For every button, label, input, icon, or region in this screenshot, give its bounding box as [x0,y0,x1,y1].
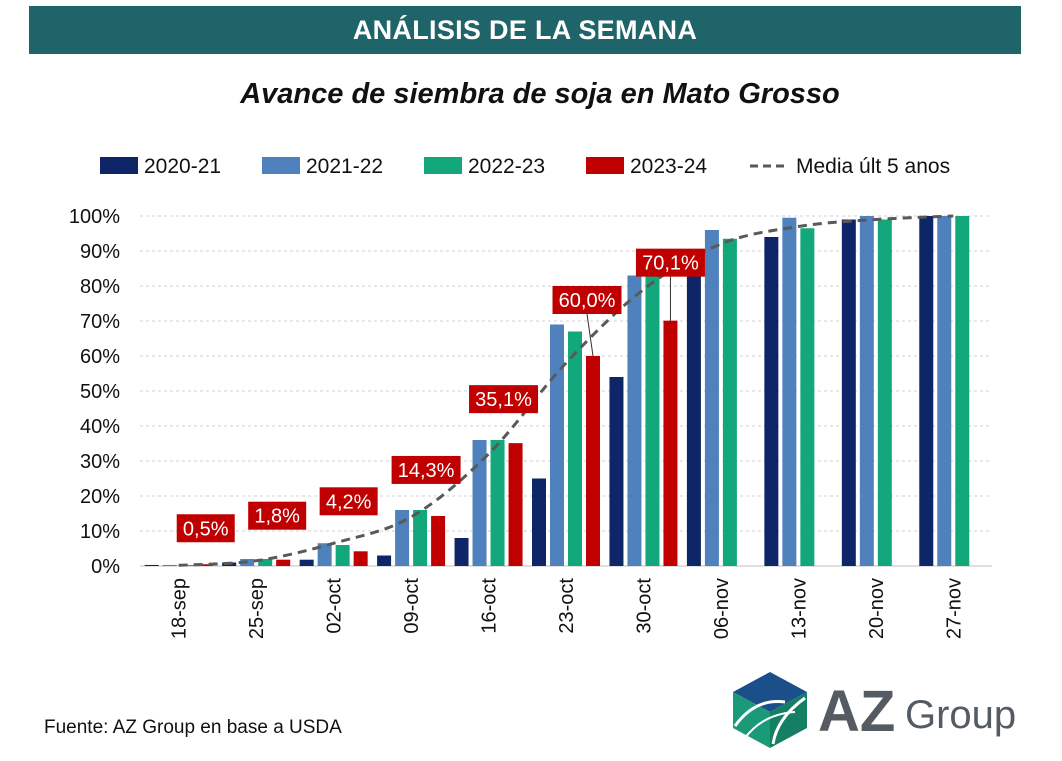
x-tick-label: 20-nov [866,578,888,639]
data-label: 0,5% [183,518,229,540]
bar-2020-21-02-oct [299,559,314,566]
bar-2020-21-30-oct [609,377,624,566]
data-label: 60,0% [559,290,616,312]
y-tick-label: 70% [80,311,120,333]
y-tick-label: 100% [69,206,120,228]
bar-2021-22-13-nov [782,217,797,566]
data-label: 35,1% [475,389,532,411]
y-tick-label: 10% [80,521,120,543]
legend-swatch-2022-23 [424,157,462,174]
x-tick-label: 16-oct [479,578,501,634]
data-label: 14,3% [398,460,455,482]
data-label-box [391,455,461,484]
header-banner: ANÁLISIS DE LA SEMANA [29,6,1021,54]
source-note: Fuente: AZ Group en base a USDA [44,717,342,738]
bar-2020-21-23-oct [532,478,546,566]
x-tick-label: 02-oct [324,578,346,634]
bar-2021-22-16-oct [472,440,487,566]
data-label-box [176,514,235,543]
bar-2021-22-23-oct [550,324,564,566]
bar-2023-24-18-sep [198,564,213,566]
bar-2022-23-25-sep [258,559,273,566]
bar-2022-23-20-nov [877,219,892,566]
x-tick-label: 09-oct [401,578,423,634]
bar-2022-23-27-nov [955,216,970,566]
x-tick-label: 13-nov [788,578,810,639]
data-label-leader [586,313,594,357]
y-tick-label: 50% [80,381,120,403]
y-tick-label: 90% [80,241,120,263]
bar-2021-22-06-nov [704,230,719,566]
y-tick-label: 80% [80,276,120,298]
legend-swatch-2021-22 [262,157,300,174]
data-label: 4,2% [326,491,372,513]
banner-title: ANÁLISIS DE LA SEMANA [352,14,698,45]
chart-title: Avance de siembra de soja en Mato Grosso [240,78,840,110]
bar-2020-21-18-sep [144,564,159,566]
data-label-box [635,248,705,277]
bar-2022-23-18-sep [180,564,195,566]
x-tick-label: 30-oct [633,578,655,634]
x-tick-label: 18-sep [169,578,191,639]
y-tick-label: 0% [91,556,120,578]
bar-2022-23-09-oct [413,510,428,566]
bar-2022-23-02-oct [335,545,350,566]
bar-2020-21-16-oct [454,538,469,566]
bar-2021-22-27-nov [937,216,952,566]
data-label-box [552,286,622,314]
y-tick-label: 60% [80,346,120,368]
bar-2023-24-02-oct [353,551,368,566]
bar-2020-21-13-nov [764,237,779,566]
x-tick-label: 06-nov [711,578,733,639]
legend-swatch-2020-21 [100,157,138,174]
x-tick-label: 25-sep [246,578,268,639]
data-label: 70,1% [642,253,699,275]
average-line [178,214,954,567]
bar-2020-21-20-nov [841,219,856,566]
legend-swatch-2023-24 [586,157,624,174]
legend-label: 2021-22 [306,155,383,178]
data-label-box [469,385,539,414]
bar-2021-22-18-sep [162,564,177,566]
chart: 0% 10% 20% 30% 40% 50% 60% 70% 80% 90% 100% 18-sep 2… [69,155,992,639]
y-tick-label: 20% [80,486,120,508]
data-label-box [248,501,307,530]
y-tick-label: 30% [80,451,120,473]
x-tick-label: 27-nov [943,578,965,639]
legend-label: 2023-24 [630,155,707,178]
bar-2021-22-09-oct [395,510,410,566]
x-tick-label: 23-oct [556,578,578,634]
legend-label: 2020-21 [144,155,221,178]
bar-2023-24-16-oct [508,443,523,566]
bar-2023-24-25-sep [276,559,291,566]
bar-2022-23-23-oct [568,331,582,566]
logo-az-text: AZ [818,679,895,744]
bar-2020-21-09-oct [377,555,392,566]
bar-2022-23-13-nov [800,228,815,566]
legend-label: 2022-23 [468,155,545,178]
data-label-box [319,487,378,516]
bar-2021-22-02-oct [317,543,332,566]
logo-group-text: Group [905,693,1016,737]
bar-2023-24-09-oct [431,515,446,566]
y-tick-label: 40% [80,416,120,438]
bar-2020-21-06-nov [686,275,701,566]
bar-2023-24-23-oct [586,356,600,566]
bar-2021-22-20-nov [859,216,874,566]
bar-2023-24-30-oct [663,320,678,566]
az-cube-icon [733,672,807,748]
data-label: 1,8% [254,506,300,528]
bar-2021-22-30-oct [627,275,642,566]
legend-label: Media últ 5 anos [796,155,950,178]
az-group-logo: AZ Group [725,668,1025,753]
bar-2022-23-06-nov [722,238,737,566]
bar-2022-23-30-oct [645,273,660,566]
bar-2022-23-16-oct [490,440,505,566]
bar-2020-21-27-nov [919,216,934,566]
